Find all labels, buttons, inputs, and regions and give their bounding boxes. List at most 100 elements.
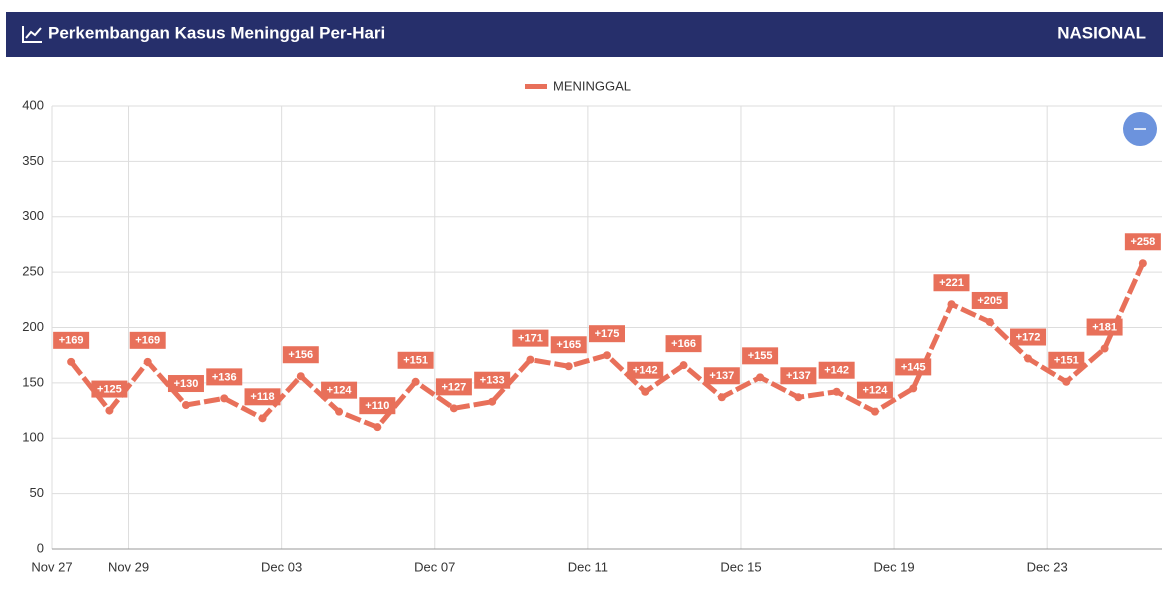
point-marker xyxy=(641,387,650,396)
value-label-box xyxy=(167,375,204,393)
value-label-box xyxy=(1048,351,1085,369)
value-label-box xyxy=(895,358,932,376)
value-label: +124 xyxy=(327,385,353,397)
value-label-box xyxy=(1086,318,1123,336)
point-marker xyxy=(335,407,344,416)
value-label-box xyxy=(53,331,90,349)
value-label: +151 xyxy=(1054,355,1079,367)
header-title: Perkembangan Kasus Meninggal Per-Hari xyxy=(48,23,385,42)
x-tick-label: Nov 27 xyxy=(31,559,72,574)
value-label: +166 xyxy=(671,338,696,350)
value-label: +142 xyxy=(824,365,849,377)
value-label-box xyxy=(550,336,587,354)
value-label-box xyxy=(818,361,855,379)
value-label-box xyxy=(933,274,970,292)
value-label-box xyxy=(1124,233,1161,251)
point-marker xyxy=(143,357,152,366)
point-marker xyxy=(832,387,841,396)
point-marker xyxy=(373,423,382,432)
series-line xyxy=(69,262,1146,431)
point-marker xyxy=(564,362,573,371)
point-marker xyxy=(105,406,114,415)
value-label-box xyxy=(91,380,128,398)
value-label: +205 xyxy=(977,295,1002,307)
point-marker xyxy=(258,414,267,423)
point-marker xyxy=(603,351,611,360)
value-label-box xyxy=(512,329,549,347)
x-tick-label: Dec 11 xyxy=(568,559,608,574)
point-marker xyxy=(526,355,535,364)
y-tick-label: 200 xyxy=(22,319,44,334)
x-tick-label: Dec 03 xyxy=(261,559,302,574)
value-label: +137 xyxy=(709,370,734,382)
value-label: +127 xyxy=(442,381,467,393)
point-marker xyxy=(909,384,918,393)
value-label-box xyxy=(359,397,396,415)
value-label: +151 xyxy=(403,355,428,367)
y-tick-label: 100 xyxy=(22,430,44,445)
value-label: +172 xyxy=(1016,331,1041,343)
value-label-box xyxy=(856,381,893,399)
legend-label: MENINGGAL xyxy=(553,78,631,93)
y-tick-label: 150 xyxy=(22,374,44,389)
point-marker xyxy=(870,407,879,416)
value-label: +155 xyxy=(748,350,773,362)
point-marker xyxy=(488,397,497,406)
value-label-box xyxy=(321,381,358,399)
point-marker xyxy=(67,357,76,366)
value-label-box xyxy=(282,346,319,364)
point-marker xyxy=(947,300,956,309)
y-tick-label: 350 xyxy=(22,153,44,168)
x-tick-label: Dec 23 xyxy=(1027,559,1068,574)
point-marker xyxy=(717,393,726,402)
point-marker xyxy=(679,361,688,370)
value-label: +169 xyxy=(135,335,160,347)
value-label: +125 xyxy=(97,383,122,395)
x-tick-label: Dec 15 xyxy=(720,559,761,574)
point-marker xyxy=(296,372,305,381)
value-label-box xyxy=(780,367,817,385)
value-label-box xyxy=(742,347,779,365)
value-label: +130 xyxy=(174,378,199,390)
value-label: +142 xyxy=(633,365,658,377)
value-label-box xyxy=(627,361,664,379)
y-tick-label: 400 xyxy=(22,97,44,112)
y-tick-label: 300 xyxy=(22,208,44,223)
value-label: +110 xyxy=(365,400,389,412)
value-label: +169 xyxy=(59,335,84,347)
x-tick-label: Dec 19 xyxy=(873,559,914,574)
value-label: +171 xyxy=(518,333,543,345)
point-marker xyxy=(449,404,458,413)
point-marker xyxy=(1024,354,1033,363)
x-tick-label: Dec 07 xyxy=(414,559,455,574)
value-label: +145 xyxy=(901,361,926,373)
point-marker xyxy=(181,401,190,410)
header-region: NASIONAL xyxy=(1057,23,1146,42)
point-marker xyxy=(1062,377,1071,386)
value-label: +133 xyxy=(480,375,505,387)
value-label: +156 xyxy=(288,349,313,361)
value-label-box xyxy=(703,367,740,385)
value-label-box xyxy=(971,291,1008,309)
value-label: +165 xyxy=(556,339,581,351)
value-label: +118 xyxy=(250,391,274,403)
chart-icon xyxy=(22,26,42,43)
value-label-box xyxy=(474,371,511,389)
value-label: +136 xyxy=(212,371,237,383)
value-label-box xyxy=(129,331,166,349)
value-label: +137 xyxy=(786,370,811,382)
value-label: +181 xyxy=(1092,321,1117,333)
point-marker xyxy=(756,373,765,382)
value-label: +221 xyxy=(939,277,964,289)
y-tick-label: 0 xyxy=(37,540,44,555)
point-marker xyxy=(220,394,229,403)
x-tick-label: Nov 29 xyxy=(108,559,149,574)
header-bar xyxy=(6,12,1163,57)
y-tick-label: 50 xyxy=(30,485,44,500)
value-label: +124 xyxy=(863,385,889,397)
value-label: +175 xyxy=(595,328,620,340)
value-label-box xyxy=(665,335,702,353)
value-label: +258 xyxy=(1130,236,1155,248)
